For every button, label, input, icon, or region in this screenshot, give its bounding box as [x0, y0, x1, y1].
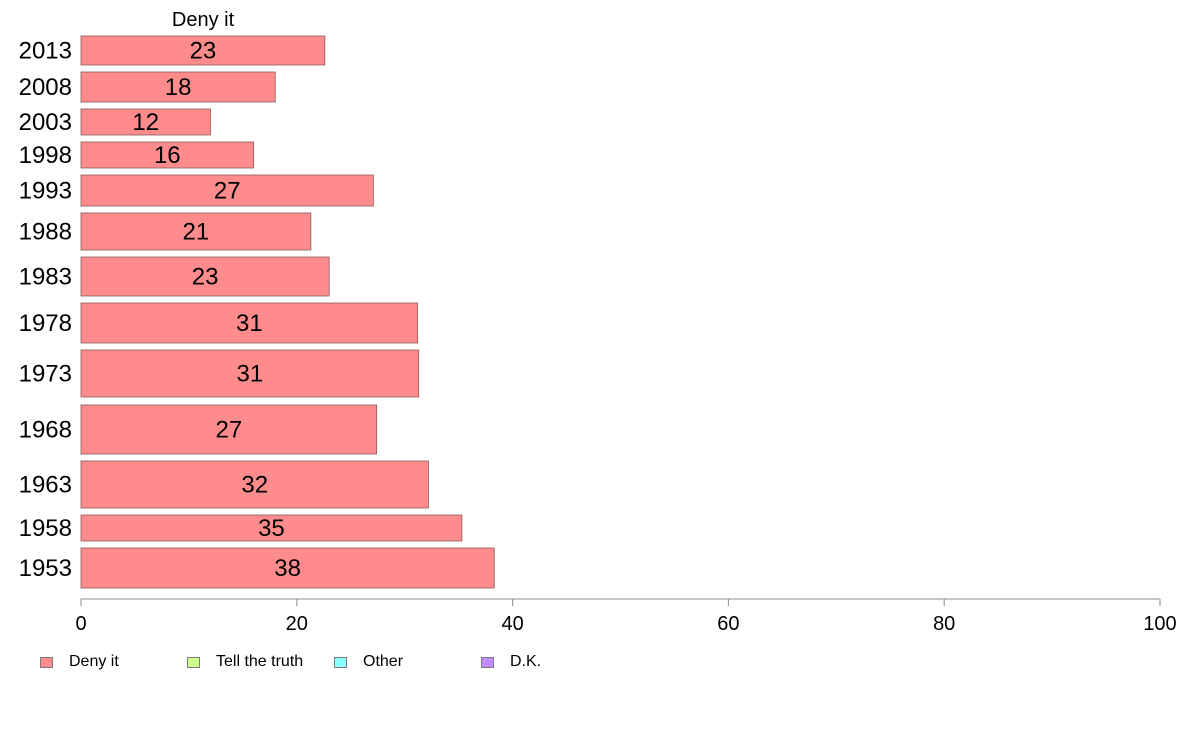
bar-value-label-1953: 38: [274, 555, 301, 582]
legend-swatch-other: [334, 656, 347, 668]
bar-2003: [80, 108, 211, 136]
bar-1988: [80, 212, 312, 251]
bar-1953: [80, 547, 495, 589]
legend-item-other: Other: [334, 653, 403, 671]
bar-1978: [80, 302, 419, 344]
legend-swatch-deny-it: [40, 656, 53, 668]
category-label-1973: 1973: [19, 361, 72, 388]
category-label-1983: 1983: [19, 264, 72, 291]
bar-1983: [80, 256, 330, 297]
bar-value-label-2013: 23: [190, 38, 217, 65]
bar-1973: [80, 349, 420, 398]
chart-title: Deny it: [172, 9, 235, 31]
category-label-1958: 1958: [19, 515, 72, 542]
legend-label-dk: D.K.: [510, 653, 542, 670]
bar-value-label-1978: 31: [236, 310, 263, 337]
bar-2008: [80, 71, 276, 103]
category-label-1993: 1993: [19, 178, 72, 205]
bar-chart: Deny it 23 2013 18 2008 12 2003 16 1998 27 1993 21…: [19, 9, 1177, 635]
category-label-1963: 1963: [19, 472, 72, 499]
bar-value-label-2003: 12: [132, 109, 159, 136]
legend-item-deny-it: Deny it: [40, 653, 119, 671]
x-tick-label-100: 100: [1143, 613, 1176, 635]
category-label-1988: 1988: [19, 219, 72, 246]
bar-1968: [80, 404, 378, 455]
bar-value-label-1993: 27: [214, 178, 241, 205]
legend-swatch-dk: [481, 656, 494, 668]
x-tick-label-20: 20: [286, 613, 308, 635]
bar-value-label-1988: 21: [183, 219, 210, 246]
legend-swatch-tell-the-truth: [187, 656, 200, 668]
x-tick-label-40: 40: [501, 613, 523, 635]
bar-value-label-2008: 18: [165, 74, 192, 101]
bar-1963: [80, 460, 429, 509]
bar-value-label-1983: 23: [192, 264, 219, 291]
x-tick-label-60: 60: [717, 613, 739, 635]
category-label-2008: 2008: [19, 74, 72, 101]
bar-value-label-1963: 32: [241, 472, 268, 499]
bar-value-label-1998: 16: [154, 142, 181, 169]
bar-2013: [80, 35, 326, 66]
x-tick-label-0: 0: [75, 613, 86, 635]
category-label-1968: 1968: [19, 417, 72, 444]
category-label-1998: 1998: [19, 142, 72, 169]
bar-1998: [80, 141, 255, 169]
category-label-1978: 1978: [19, 310, 72, 337]
bar-value-label-1973: 31: [237, 361, 264, 388]
category-label-1953: 1953: [19, 555, 72, 582]
bar-value-label-1958: 35: [258, 515, 285, 542]
legend-label-tell-the-truth: Tell the truth: [216, 653, 304, 670]
legend-item-tell-the-truth: Tell the truth: [187, 653, 303, 671]
legend-label-other: Other: [363, 653, 404, 670]
category-label-2003: 2003: [19, 109, 72, 136]
category-label-2013: 2013: [19, 38, 72, 65]
bar-1993: [80, 174, 374, 207]
x-tick-label-80: 80: [933, 613, 955, 635]
bar-value-label-1968: 27: [215, 417, 242, 444]
bar-1958: [80, 514, 463, 542]
bars-layer: 23 2013 18 2008 12 2003 16 1998 27 1993 21 1988 23 19…: [19, 35, 495, 589]
legend-label-deny-it: Deny it: [69, 653, 119, 670]
legend-item-dk: D.K.: [481, 653, 541, 671]
x-axis: 0 20 40 60 80 100: [75, 598, 1177, 635]
